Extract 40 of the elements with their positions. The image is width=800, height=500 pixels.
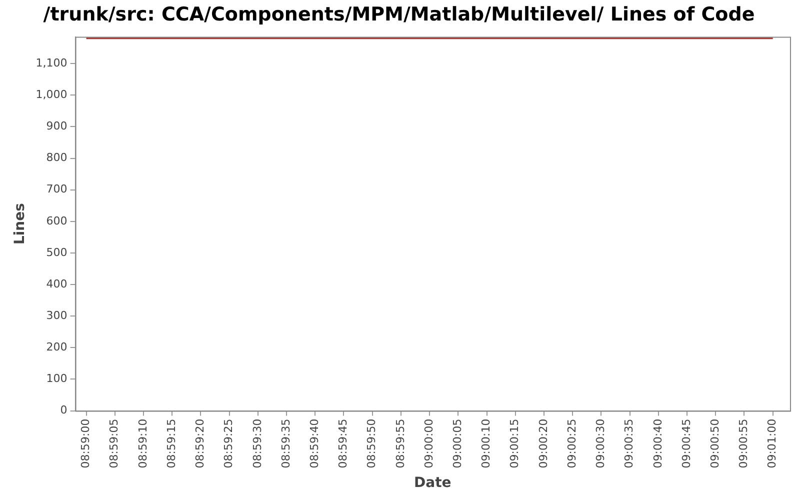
x-tick-label: 08:59:50 xyxy=(365,418,378,468)
y-tick-label: 400 xyxy=(46,277,68,290)
x-tick-label: 08:59:35 xyxy=(279,418,292,468)
y-tick-label: 600 xyxy=(46,214,68,228)
x-axis-title: Date xyxy=(414,475,452,492)
x-tick-label: 09:00:20 xyxy=(536,418,550,468)
y-tick-label: 1,000 xyxy=(36,88,68,102)
y-tick-label: 900 xyxy=(46,120,68,133)
x-tick-label: 09:00:15 xyxy=(508,418,522,468)
y-tick-label: 300 xyxy=(46,308,68,322)
x-tick-label: 09:00:30 xyxy=(594,418,608,468)
chart-title: /trunk/src: CCA/Components/MPM/Matlab/Multilevel/ Lines of Code xyxy=(43,3,755,26)
y-tick-label: 500 xyxy=(46,246,68,259)
x-tick-label: 08:59:20 xyxy=(194,418,207,468)
x-tick-label: 08:59:10 xyxy=(136,418,150,468)
x-tick-label: 08:59:40 xyxy=(308,418,321,468)
x-tick-label: 08:59:25 xyxy=(222,418,236,468)
x-tick-label: 09:00:05 xyxy=(451,418,464,468)
x-tick-label: 08:59:15 xyxy=(164,418,178,468)
x-tick-label: 09:00:10 xyxy=(480,418,493,468)
x-tick-label: 09:00:40 xyxy=(651,418,664,468)
y-tick-label: 100 xyxy=(46,372,68,386)
x-tick-label: 08:59:05 xyxy=(108,418,121,468)
y-tick-label: 800 xyxy=(46,151,68,164)
x-tick-label: 09:00:50 xyxy=(708,418,722,468)
x-tick-label: 09:00:25 xyxy=(565,418,578,468)
y-tick-label: 200 xyxy=(46,340,68,354)
x-tick-label: 09:00:35 xyxy=(622,418,636,468)
x-tick-label: 08:59:45 xyxy=(336,418,350,468)
x-tick-label: 09:00:55 xyxy=(737,418,750,468)
y-tick-label: 0 xyxy=(60,404,68,417)
x-tick-label: 08:59:55 xyxy=(394,418,407,468)
x-tick-label: 08:59:30 xyxy=(250,418,264,468)
x-tick-label: 09:00:00 xyxy=(422,418,436,468)
x-tick-label: 08:59:00 xyxy=(79,418,92,468)
x-tick-label: 09:00:45 xyxy=(680,418,693,468)
y-tick-label: 1,100 xyxy=(36,56,68,70)
y-axis-title: Lines xyxy=(12,203,28,245)
x-tick-label: 09:01:00 xyxy=(766,418,779,468)
y-tick-label: 700 xyxy=(46,182,68,196)
